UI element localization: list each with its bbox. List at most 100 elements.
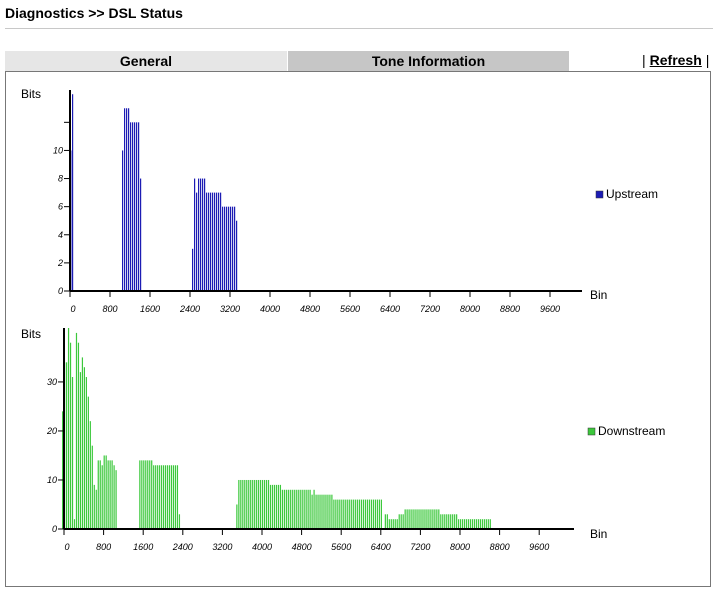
downstream-bars (62, 328, 491, 529)
y-tick-label: 6 (58, 202, 63, 212)
downstream-bar (355, 499, 357, 529)
downstream-bar (273, 484, 276, 529)
upstream-bar (232, 206, 234, 291)
downstream-bar (265, 479, 268, 529)
downstream-bar (236, 504, 238, 529)
downstream-bar (364, 499, 367, 529)
downstream-bar (95, 489, 97, 529)
downstream-bar (163, 465, 165, 529)
upstream-bar (214, 192, 216, 291)
tab-tone-information[interactable]: Tone Information (288, 51, 569, 71)
downstream-bar (147, 460, 149, 529)
downstream-bar (400, 514, 402, 529)
downstream-bar (149, 460, 151, 529)
downstream-bar (396, 519, 398, 529)
downstream-bar (260, 479, 262, 529)
upstream-bar (134, 122, 136, 291)
downstream-bar (73, 519, 76, 529)
downstream-bar (101, 465, 103, 529)
downstream-bar (79, 372, 82, 529)
downstream-bar (267, 479, 270, 529)
downstream-bar (297, 489, 299, 529)
downstream-bar (481, 519, 483, 529)
refresh-link[interactable]: Refresh (649, 52, 702, 68)
downstream-bar (307, 489, 309, 529)
x-tick-label: 800 (96, 542, 111, 552)
upstream-bar (202, 178, 204, 291)
downstream-bar (353, 499, 355, 529)
downstream-bar (343, 499, 345, 529)
upstream-bar (200, 178, 202, 291)
downstream-legend-label: Downstream (598, 424, 665, 438)
x-tick-label: 8000 (460, 304, 480, 314)
tab-general[interactable]: General (5, 51, 287, 71)
downstream-bar (161, 465, 163, 529)
downstream-bar (414, 509, 416, 529)
downstream-bar (337, 499, 339, 529)
title-divider (5, 28, 713, 29)
x-tick-label: 6400 (380, 304, 400, 314)
upstream-bar (192, 248, 194, 291)
downstream-bar (157, 465, 159, 529)
x-axis-label: Bin (590, 288, 607, 302)
downstream-bar (309, 489, 311, 529)
downstream-bar (256, 479, 258, 529)
upstream-bar (72, 94, 74, 291)
downstream-bar (71, 377, 74, 529)
downstream-bar (418, 509, 420, 529)
downstream-bar (305, 489, 307, 529)
downstream-bar (475, 519, 478, 529)
downstream-bar (351, 499, 353, 529)
upstream-bar (228, 206, 230, 291)
downstream-bar (357, 499, 359, 529)
downstream-bar (103, 455, 105, 529)
downstream-bar (329, 494, 331, 529)
y-axis-label: Bits (21, 87, 41, 101)
downstream-bar (81, 357, 84, 529)
downstream-bar (244, 479, 246, 529)
downstream-bar (277, 484, 280, 529)
downstream-bar (333, 499, 335, 529)
upstream-legend-label: Upstream (606, 187, 658, 201)
downstream-bar (240, 479, 242, 529)
refresh-separator-left: | (642, 52, 646, 68)
downstream-bar (97, 460, 99, 529)
downstream-bar (281, 489, 283, 529)
downstream-bar (440, 514, 442, 529)
upstream-bar (220, 192, 222, 291)
downstream-bar (168, 465, 171, 529)
downstream-bar (378, 499, 381, 529)
downstream-bar (111, 460, 113, 529)
downstream-bar (176, 465, 179, 529)
downstream-bar (159, 465, 161, 529)
upstream-bar (206, 192, 208, 291)
downstream-bar (323, 494, 325, 529)
y-tick-label: 10 (53, 145, 63, 155)
downstream-bar (289, 489, 291, 529)
upstream-bar (210, 192, 212, 291)
tone-information-panel: 0 2 4 6 8 10 0 800 1600 2400 3200 4000 4800 5600 6400 7… (5, 71, 711, 587)
downstream-bar (347, 499, 349, 529)
x-tick-label: 2400 (179, 304, 200, 314)
downstream-bar (319, 494, 321, 529)
downstream-bar (262, 479, 264, 529)
downstream-bar (321, 494, 323, 529)
downstream-bar (145, 460, 147, 529)
refresh-separator-right: | (705, 52, 710, 68)
downstream-bar (420, 509, 422, 529)
downstream-bar (303, 489, 305, 529)
downstream-bar (436, 509, 438, 529)
downstream-bar (77, 342, 80, 529)
downstream-bar (69, 342, 72, 529)
downstream-bar (398, 514, 400, 529)
downstream-bar (248, 479, 250, 529)
upstream-bar (230, 206, 232, 291)
downstream-bar (460, 519, 462, 529)
downstream-bar (269, 484, 272, 529)
upstream-bar (198, 178, 200, 291)
downstream-bar (164, 465, 167, 529)
upstream-chart: 0 2 4 6 8 10 0 800 1600 2400 3200 4000 4800 5600 6400 7… (21, 87, 658, 314)
downstream-bar (404, 509, 406, 529)
upstream-bar (194, 178, 196, 291)
downstream-bar (62, 411, 64, 529)
